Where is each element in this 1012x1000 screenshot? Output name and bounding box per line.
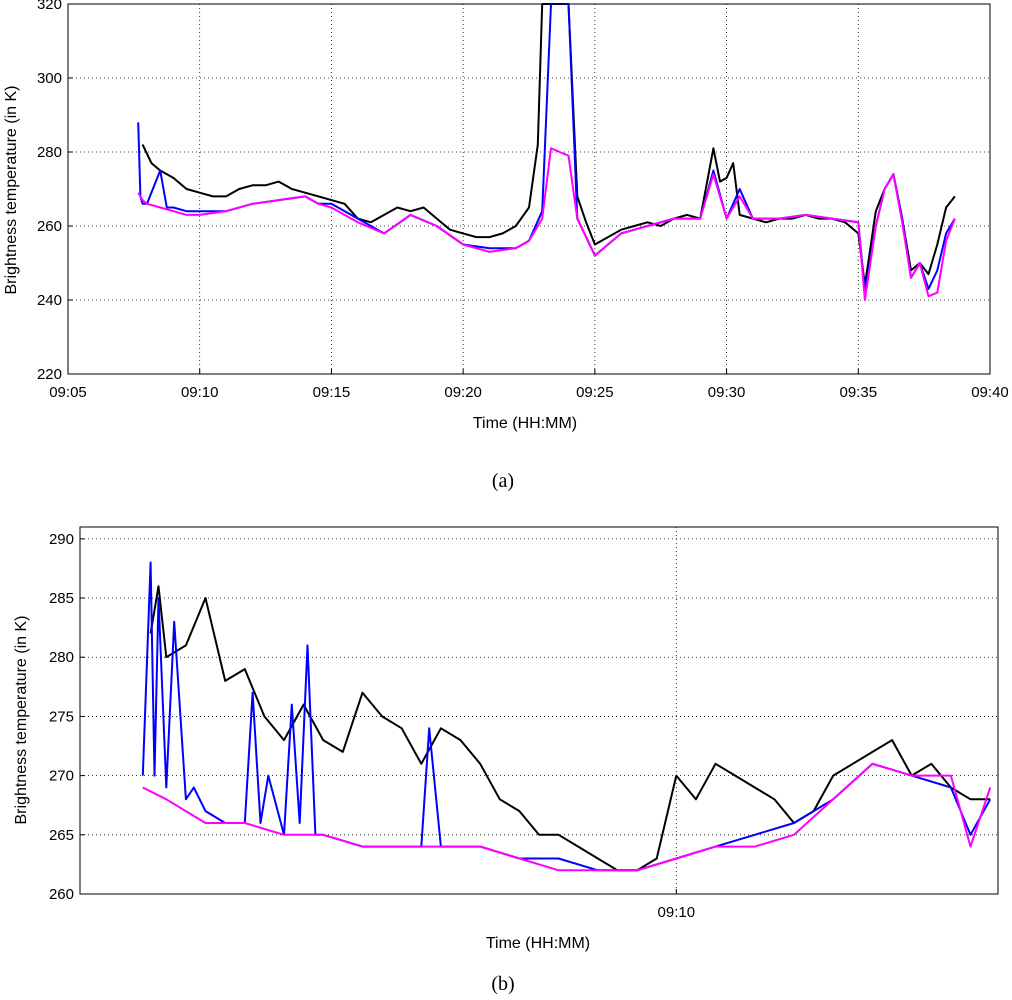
x-ticks-b: 09:10: [658, 889, 696, 921]
y-axis-label-a: Brightness temperature (in K): [3, 86, 20, 295]
x-tick-label: 09:35: [840, 384, 878, 401]
y-tick-label: 290: [49, 531, 74, 548]
series-line-black: [149, 585, 991, 872]
x-tick-label: 09:15: [313, 384, 351, 401]
y-tick-label: 260: [37, 218, 62, 235]
y-tick-label: 300: [37, 70, 62, 87]
y-tick-label: 320: [37, 0, 62, 13]
grid-a: [68, 4, 990, 374]
series-line-magenta: [142, 762, 992, 872]
caption-b: (b): [491, 973, 514, 995]
caption-a: (a): [492, 470, 514, 492]
plot-area-b: [79, 526, 999, 895]
chart-panel-b: 09:10 260 265 270 275 280 285 290 Time (HH:MM)…: [13, 526, 999, 995]
series-line-magenta: [137, 147, 956, 301]
y-tick-label: 275: [49, 708, 74, 725]
series-line-blue: [137, 3, 956, 294]
x-tick-label: 09:40: [971, 384, 1009, 401]
x-tick-label: 09:30: [708, 384, 746, 401]
grid-b: [80, 527, 998, 894]
x-tick-label: 09:10: [181, 384, 219, 401]
x-axis-label-a: Time (HH:MM): [473, 415, 577, 432]
series-line-blue: [141, 561, 992, 872]
y-tick-label: 220: [37, 366, 62, 383]
x-axis-label-b: Time (HH:MM): [486, 935, 590, 952]
x-tick-label: 09:10: [658, 904, 696, 921]
chart-panel-a: 09:05 09:10 09:15 09:20 09:25 09:30 09:35 09:40…: [3, 0, 1009, 492]
x-ticks-a: 09:05 09:10 09:15 09:20 09:25 09:30 09:35 09:40: [49, 369, 1009, 401]
plot-area-a: [67, 3, 991, 375]
x-tick-label: 09:20: [444, 384, 482, 401]
y-tick-label: 265: [49, 827, 74, 844]
y-tick-label: 270: [49, 768, 74, 785]
x-tick-label: 09:25: [576, 384, 614, 401]
y-ticks-b: 260 265 270 275 280 285 290: [49, 531, 85, 903]
y-tick-label: 280: [49, 649, 74, 666]
x-tick-label: 09:05: [49, 384, 87, 401]
y-tick-label: 260: [49, 886, 74, 903]
y-axis-label-b: Brightness temperature (in K): [13, 616, 30, 825]
y-tick-label: 280: [37, 144, 62, 161]
series-group-b: [141, 561, 992, 872]
y-tick-label: 240: [37, 292, 62, 309]
y-ticks-a: 220 240 260 280 300 320: [37, 0, 73, 383]
y-tick-label: 285: [49, 590, 74, 607]
